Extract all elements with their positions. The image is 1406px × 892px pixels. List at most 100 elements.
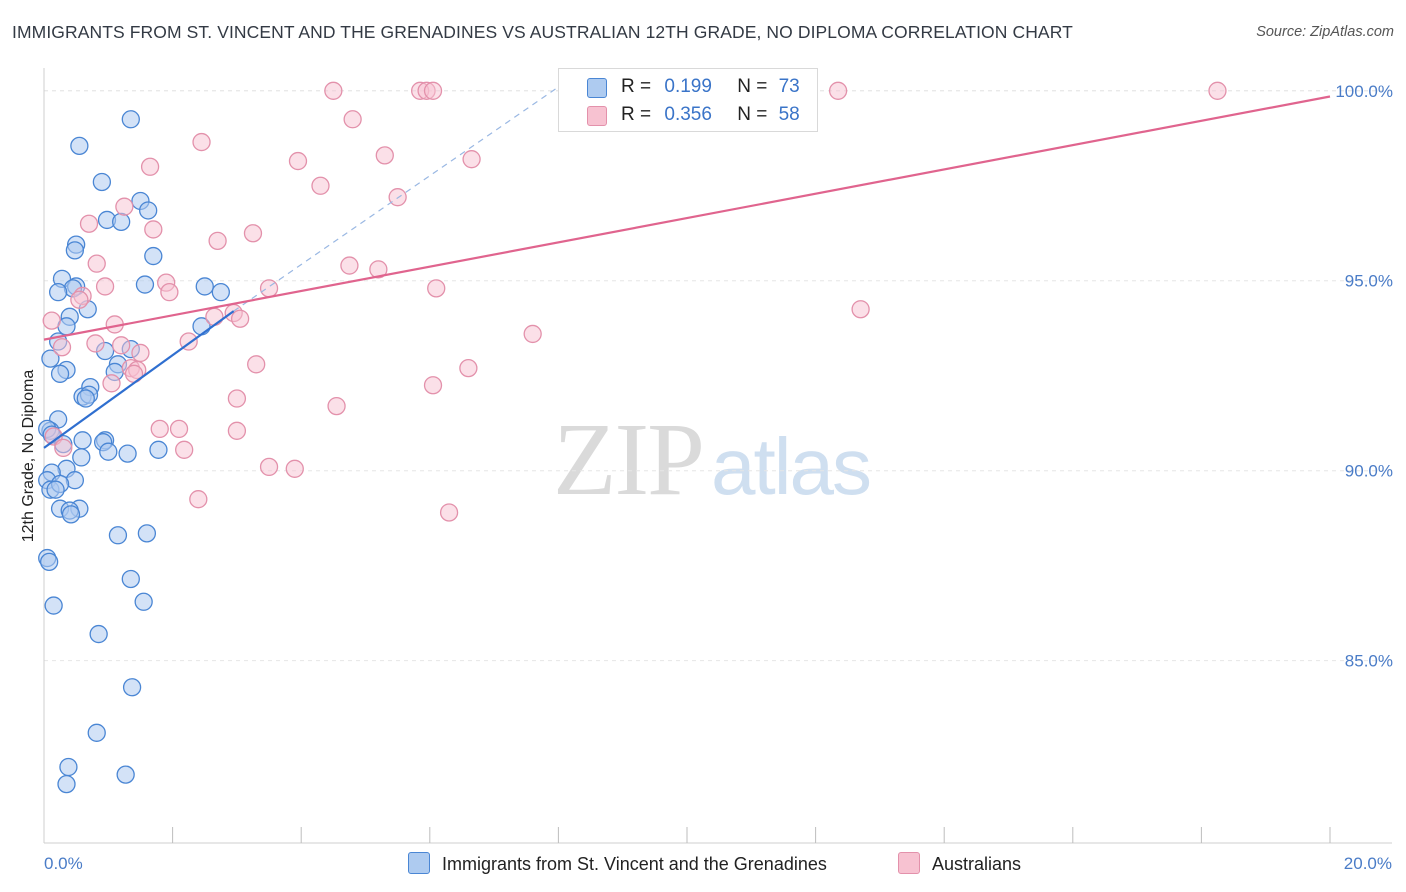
source-label: Source: ZipAtlas.com bbox=[1256, 24, 1394, 40]
data-point-australians bbox=[230, 309, 250, 328]
data-point-immigrants bbox=[44, 596, 63, 615]
bottom-legend-swatch-pink bbox=[898, 852, 920, 874]
legend-n-label: N = bbox=[737, 104, 768, 125]
data-point-australians bbox=[285, 459, 304, 478]
data-point-immigrants bbox=[48, 282, 68, 302]
data-point-australians bbox=[327, 396, 346, 416]
data-point-australians bbox=[259, 457, 279, 477]
bottom-legend-immigrants: Immigrants from St. Vincent and the Gren… bbox=[408, 852, 827, 876]
data-point-australians bbox=[175, 440, 194, 459]
data-point-australians bbox=[1208, 81, 1227, 100]
data-point-australians bbox=[102, 374, 121, 393]
trend-line-immigrants bbox=[43, 310, 235, 449]
data-point-immigrants bbox=[121, 569, 140, 589]
data-point-australians bbox=[311, 176, 330, 195]
gridlines bbox=[44, 90, 1392, 662]
data-point-australians bbox=[86, 334, 105, 353]
axes bbox=[43, 68, 1392, 844]
data-point-immigrants bbox=[57, 774, 76, 794]
data-point-australians bbox=[79, 214, 99, 233]
data-point-australians bbox=[205, 307, 224, 326]
data-point-immigrants bbox=[76, 389, 95, 408]
data-point-australians bbox=[52, 338, 72, 357]
data-point-immigrants bbox=[121, 110, 140, 129]
y-tick-label: 85.0% bbox=[1345, 652, 1393, 671]
data-point-immigrants bbox=[116, 765, 135, 784]
legend-n-label: N = bbox=[737, 76, 768, 97]
data-point-immigrants bbox=[46, 480, 65, 499]
legend-r-label: R = bbox=[621, 104, 652, 125]
data-point-immigrants bbox=[211, 282, 230, 302]
data-point-immigrants bbox=[122, 678, 142, 697]
data-point-australians bbox=[375, 146, 394, 165]
data-point-australians bbox=[851, 300, 870, 319]
watermark-atlas: atlas bbox=[711, 422, 872, 511]
data-point-australians bbox=[42, 311, 61, 330]
data-point-australians bbox=[144, 220, 163, 239]
data-point-australians bbox=[227, 389, 247, 408]
x-tick-label: 20.0% bbox=[1344, 854, 1392, 873]
data-point-australians bbox=[247, 355, 266, 374]
data-point-immigrants bbox=[108, 526, 128, 545]
stats-legend: R = 0.199 N = 73 R = 0.356 N = 58 bbox=[558, 68, 818, 132]
data-point-immigrants bbox=[112, 212, 131, 232]
data-point-australians bbox=[340, 256, 359, 275]
data-point-australians bbox=[423, 376, 443, 395]
y-tick-label: 100.0% bbox=[1335, 82, 1393, 101]
trend-lines bbox=[43, 86, 1331, 449]
data-point-immigrants bbox=[61, 505, 81, 524]
data-point-australians bbox=[95, 277, 115, 296]
legend-n-value: 73 bbox=[778, 76, 800, 97]
trend-line-australians bbox=[43, 95, 1331, 341]
data-point-australians bbox=[243, 224, 263, 243]
data-point-australians bbox=[131, 343, 150, 363]
legend-n-value: 58 bbox=[778, 104, 800, 125]
data-point-australians bbox=[54, 438, 73, 458]
y-tick-label: 95.0% bbox=[1345, 272, 1393, 291]
watermark: ZIP atlas bbox=[553, 400, 872, 519]
data-point-immigrants bbox=[87, 723, 106, 742]
data-point-immigrants bbox=[149, 440, 168, 459]
data-point-immigrants bbox=[195, 277, 214, 296]
data-point-immigrants bbox=[59, 757, 78, 777]
data-point-australians bbox=[459, 358, 478, 378]
legend-r-value: 0.199 bbox=[664, 76, 712, 97]
data-point-australians bbox=[439, 503, 459, 522]
data-point-australians bbox=[87, 254, 106, 273]
bottom-legend-label: Immigrants from St. Vincent and the Gren… bbox=[442, 854, 827, 874]
data-point-australians bbox=[112, 336, 131, 355]
data-point-immigrants bbox=[72, 448, 91, 467]
data-point-australians bbox=[388, 188, 407, 207]
legend-swatch-blue bbox=[587, 78, 607, 98]
legend-row-immigrants: R = 0.199 N = 73 bbox=[587, 76, 800, 98]
bottom-legend-label: Australians bbox=[932, 854, 1022, 874]
y-axis-title: 12th Grade, No Diploma bbox=[20, 370, 37, 543]
data-point-immigrants bbox=[118, 444, 137, 463]
data-point-australians bbox=[189, 490, 208, 509]
data-point-australians bbox=[169, 419, 189, 439]
data-point-immigrants bbox=[144, 246, 163, 266]
data-point-australians bbox=[462, 150, 481, 169]
bottom-legend-swatch-blue bbox=[408, 852, 430, 874]
data-point-immigrants bbox=[137, 524, 157, 543]
chart-title: IMMIGRANTS FROM ST. VINCENT AND THE GREN… bbox=[12, 22, 1073, 42]
data-point-immigrants bbox=[41, 349, 60, 368]
data-point-australians bbox=[828, 81, 848, 100]
data-point-immigrants bbox=[39, 552, 59, 572]
series-immigrants-points bbox=[38, 110, 230, 794]
data-point-australians bbox=[324, 81, 343, 100]
data-point-australians bbox=[427, 279, 446, 298]
legend-r-value: 0.356 bbox=[664, 104, 712, 125]
data-point-immigrants bbox=[135, 275, 155, 294]
data-point-australians bbox=[369, 260, 388, 279]
data-point-immigrants bbox=[89, 624, 108, 644]
legend-row-australians: R = 0.356 N = 58 bbox=[587, 104, 800, 126]
data-point-australians bbox=[288, 151, 308, 171]
data-point-australians bbox=[192, 132, 211, 152]
data-point-australians bbox=[140, 157, 160, 176]
legend-r-label: R = bbox=[621, 76, 652, 97]
data-point-immigrants bbox=[50, 364, 70, 383]
data-point-australians bbox=[70, 290, 89, 309]
tick-labels: 100.0% 95.0% 90.0% 85.0% 0.0% 20.0% 12th Grade… bbox=[20, 82, 1393, 873]
